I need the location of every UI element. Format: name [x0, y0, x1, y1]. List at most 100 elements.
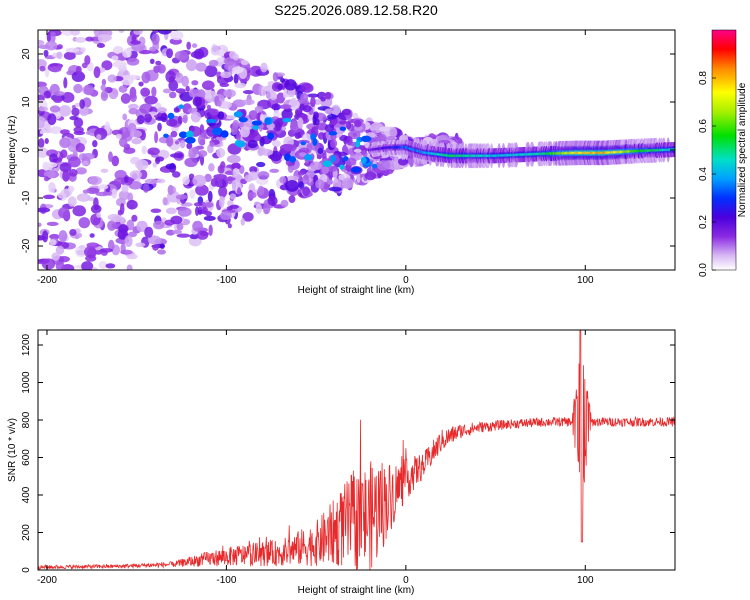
- heatmap-cell: [126, 199, 138, 210]
- heatmap-cell: [122, 49, 132, 58]
- heatmap-cell: [248, 132, 262, 143]
- heatmap-cell: [135, 159, 149, 170]
- heatmap-cell: [170, 215, 183, 225]
- heatmap-cell: [317, 147, 324, 155]
- heatmap-cell: [236, 140, 246, 148]
- colorbar-tick-label: 0.4: [698, 167, 709, 181]
- y-tick-label: 1000: [21, 371, 32, 394]
- heatmap-cell: [85, 255, 97, 262]
- heatmap-cell: [149, 58, 155, 65]
- heatmap-cell: [49, 239, 57, 246]
- heatmap-cell: [300, 141, 306, 146]
- heatmap-cell: [324, 91, 332, 100]
- heatmap-cell: [157, 122, 162, 132]
- heatmap-cell: [75, 142, 85, 153]
- heatmap-cell: [218, 195, 225, 208]
- heatmap-cell: [271, 140, 281, 148]
- heatmap-cell: [163, 133, 169, 138]
- heatmap-cell: [188, 147, 197, 159]
- heatmap-cell: [78, 245, 86, 250]
- spectrogram-heatmap: [38, 21, 675, 270]
- heatmap-cell: [251, 120, 263, 126]
- heatmap-cell: [353, 148, 362, 153]
- heatmap-cell: [298, 181, 305, 189]
- heatmap-cell: [242, 90, 254, 95]
- heatmap-cell: [218, 185, 228, 198]
- heatmap-cell: [351, 166, 362, 173]
- heatmap-cell: [107, 220, 117, 231]
- heatmap-cell: [227, 223, 232, 229]
- heatmap-cell: [59, 129, 70, 135]
- colorbar-tick-label: 0.2: [698, 215, 709, 229]
- heatmap-cell: [175, 88, 186, 94]
- figure-title: S225.2026.089.12.58.R20: [274, 2, 438, 18]
- heatmap-cell: [217, 164, 225, 174]
- heatmap-cell: [265, 91, 271, 100]
- x-tick-label: -100: [216, 575, 236, 586]
- heatmap-cell: [61, 92, 75, 103]
- heatmap-cell: [57, 63, 63, 70]
- heatmap-cell: [96, 134, 102, 140]
- heatmap-cell: [316, 122, 328, 131]
- heatmap-cell: [321, 166, 330, 175]
- heatmap-cell: [298, 152, 307, 157]
- heatmap-cell: [147, 235, 162, 245]
- heatmap-cell: [154, 156, 161, 165]
- heatmap-cell: [193, 202, 203, 207]
- heatmap-cell: [63, 77, 68, 89]
- heatmap-cell: [44, 137, 49, 145]
- heatmap-cell: [170, 130, 178, 138]
- heatmap-cell: [58, 105, 72, 117]
- heatmap-cell: [302, 174, 310, 185]
- heatmap-cell: [188, 89, 203, 98]
- heatmap-cell: [126, 264, 133, 270]
- heatmap-cell: [260, 85, 267, 97]
- heatmap-cell: [81, 152, 96, 160]
- heatmap-cell: [272, 72, 279, 82]
- heatmap-cell: [43, 176, 50, 182]
- heatmap-cell: [73, 83, 83, 94]
- heatmap-cell: [111, 188, 118, 199]
- heatmap-cell: [247, 139, 258, 149]
- heatmap-cell: [45, 162, 58, 168]
- heatmap-cell: [240, 217, 245, 226]
- heatmap-cell: [141, 145, 147, 155]
- heatmap-cell: [328, 186, 342, 192]
- heatmap-cell: [154, 131, 159, 144]
- heatmap-cell: [304, 154, 313, 161]
- heatmap-cell: [96, 43, 105, 49]
- heatmap-cell: [129, 130, 143, 138]
- heatmap-cell: [123, 147, 136, 154]
- heatmap-cell: [144, 178, 158, 184]
- heatmap-cell: [128, 103, 139, 110]
- heatmap-cell: [176, 222, 184, 231]
- heatmap-cell: [93, 197, 99, 209]
- heatmap-cell: [248, 192, 257, 199]
- x-tick-label: 0: [403, 275, 409, 286]
- colorbar-tick-label: 0.6: [698, 119, 709, 133]
- heatmap-cell: [129, 93, 137, 103]
- heatmap-cell: [177, 152, 184, 159]
- heatmap-cell: [95, 191, 110, 197]
- heatmap-cell: [229, 50, 237, 59]
- heatmap-cell: [105, 263, 116, 269]
- heatmap-cell: [118, 85, 128, 93]
- heatmap-cell: [126, 57, 140, 66]
- heatmap-cell: [216, 57, 226, 62]
- heatmap-cell: [71, 107, 80, 117]
- heatmap-cell: [322, 160, 333, 167]
- heatmap-cell: [379, 126, 390, 132]
- snr-y-axis-label: SNR (10 * v/v): [7, 418, 18, 482]
- heatmap-cell: [152, 21, 160, 29]
- heatmap-cell: [210, 44, 221, 56]
- heatmap-cell: [144, 95, 158, 105]
- heatmap-cell: [101, 34, 112, 42]
- heatmap-cell: [267, 132, 275, 140]
- heatmap-cell: [127, 192, 134, 203]
- heatmap-cell: [151, 30, 160, 34]
- heatmap-cell: [47, 113, 57, 126]
- heatmap-cell: [118, 137, 128, 148]
- heatmap-cell: [232, 167, 240, 177]
- heatmap-cell: [57, 44, 63, 50]
- heatmap-cell: [128, 108, 139, 115]
